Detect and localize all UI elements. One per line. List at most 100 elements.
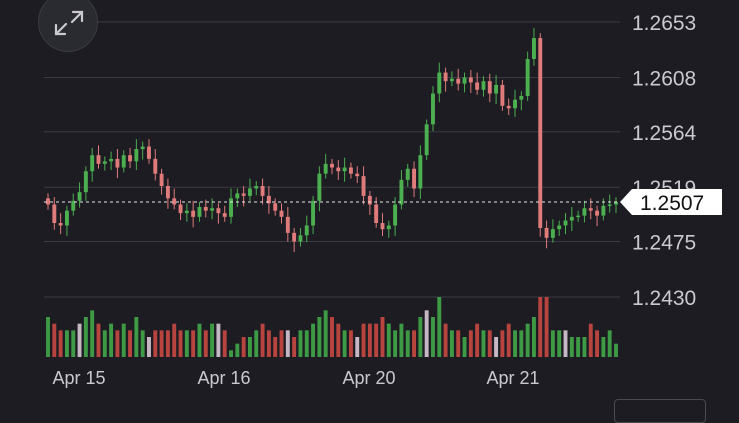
current-price-label: 1.2507 [640, 192, 704, 215]
volume-bar [254, 330, 259, 357]
volume-bar [595, 330, 600, 357]
candle-body [64, 210, 69, 226]
candle-body [506, 105, 511, 109]
volume-bar [153, 330, 158, 357]
candle-body [355, 173, 360, 177]
candle-body [247, 188, 252, 196]
price-tick-label: 1.2564 [632, 122, 697, 145]
volume-bar [525, 323, 530, 357]
volume-bar [393, 330, 398, 357]
candle-body [178, 204, 183, 214]
candle-body [393, 204, 398, 226]
candle-body [538, 38, 543, 228]
candle-body [90, 155, 95, 172]
bottom-control-button[interactable] [614, 399, 706, 423]
candle-body [254, 186, 259, 189]
expand-chart-button[interactable] [38, 0, 98, 52]
volume-bar [96, 323, 101, 357]
volume-bar [229, 350, 233, 357]
volume-bar [216, 323, 221, 357]
candle-body [519, 95, 524, 100]
candle-body [367, 195, 372, 205]
volume-bar [285, 330, 290, 357]
candle-body [323, 163, 328, 174]
volume-bar [475, 323, 480, 357]
candle-body [128, 155, 133, 162]
candle-body [544, 227, 549, 238]
volume-bar [222, 330, 227, 357]
candle-body [71, 200, 76, 211]
volume-bar [165, 330, 170, 357]
volume-bar [323, 310, 328, 357]
candle-body [462, 77, 467, 84]
candle-body [216, 208, 221, 214]
candle-body [494, 84, 499, 94]
candle-body [241, 193, 246, 196]
candle-body [273, 203, 278, 211]
volume-bar [538, 297, 543, 357]
volume-bar [247, 337, 252, 357]
volume-bar [361, 323, 366, 357]
candle-body [52, 204, 57, 224]
volume-bar [431, 317, 435, 357]
candle-body [456, 78, 461, 84]
volume-bar [260, 323, 265, 357]
volume-bar [241, 337, 246, 357]
volume-bar [550, 330, 555, 357]
candle-body [481, 81, 486, 90]
current-price-tag [620, 189, 722, 216]
candle-body [582, 208, 587, 216]
candle-body [159, 173, 164, 187]
volume-bar [519, 330, 524, 357]
volume-bar [266, 330, 271, 357]
volume-bar [191, 330, 196, 357]
volume-bar [563, 330, 568, 357]
volume-bar [355, 337, 360, 357]
volume-bar [614, 343, 618, 357]
volume-bar [197, 323, 202, 357]
volume-bar [102, 330, 107, 357]
expand-arrows-icon [54, 10, 84, 36]
candle-body [601, 205, 606, 216]
candle-body [424, 124, 429, 156]
volume-bar [292, 337, 297, 357]
candle-body [292, 232, 297, 242]
volume-bar [273, 337, 278, 357]
volume-bar [311, 323, 316, 357]
volume-bar [462, 337, 467, 357]
candle-body [121, 155, 126, 168]
volume-bar [405, 330, 410, 357]
volume-bar [64, 330, 69, 357]
candle-body [109, 158, 114, 162]
candle-body [468, 77, 473, 83]
volume-bar [506, 323, 511, 357]
volume-bar [348, 330, 353, 357]
candle-body [58, 223, 63, 226]
volume-bar [544, 297, 549, 357]
volume-bar [418, 317, 423, 357]
candle-body [380, 223, 385, 230]
volume-bar [128, 330, 133, 357]
volume-bar [178, 330, 183, 357]
volume-bar [336, 323, 341, 357]
candle-body [140, 146, 145, 150]
candle-body [576, 215, 581, 218]
volume-bar [115, 330, 120, 357]
candle-body [443, 72, 448, 82]
volume-bar [147, 337, 151, 357]
candle-body [437, 72, 442, 94]
volume-bar [46, 317, 50, 357]
candle-body [172, 198, 177, 205]
candle-body [46, 198, 50, 205]
volume-bar [386, 323, 391, 357]
candle-body [203, 206, 208, 211]
volume-bar [172, 323, 177, 357]
candle-body [405, 168, 410, 180]
volume-bar [184, 330, 189, 357]
candle-body [500, 84, 505, 106]
volume-bar [494, 337, 499, 357]
volume-bar [531, 317, 536, 357]
candle-body [487, 81, 492, 94]
volume-bar [424, 310, 429, 357]
